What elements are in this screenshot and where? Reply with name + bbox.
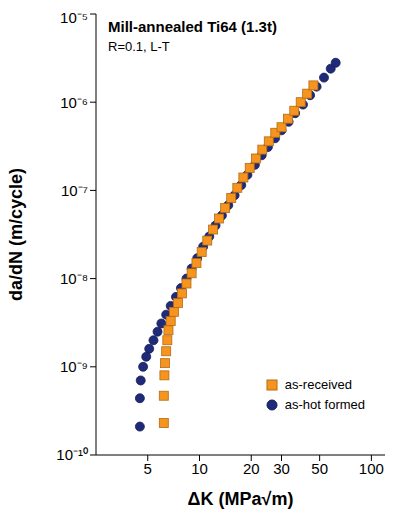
svg-text:100: 100 xyxy=(359,460,384,477)
svg-text:10: 10 xyxy=(191,460,208,477)
svg-text:ΔK (MPa√m): ΔK (MPa√m) xyxy=(188,489,294,509)
svg-text:10⁻⁵: 10⁻⁵ xyxy=(60,9,88,26)
html-text:Mill-annealed Ti64 (1.3t): Mill-annealed Ti64 (1.3t) xyxy=(108,18,277,35)
svg-text:10⁻¹⁰: 10⁻¹⁰ xyxy=(56,446,88,463)
svg-text:10⁻⁷: 10⁻⁷ xyxy=(61,182,88,199)
svg-text:5: 5 xyxy=(144,460,152,477)
svg-text:10⁻⁹: 10⁻⁹ xyxy=(60,358,88,375)
svg-text:30: 30 xyxy=(273,460,290,477)
svg-text:10⁻⁶: 10⁻⁶ xyxy=(60,94,88,111)
svg-text:20: 20 xyxy=(243,460,260,477)
html-text:as-hot formed: as-hot formed xyxy=(284,397,365,412)
svg-text:da/dN (m/cycle): da/dN (m/cycle) xyxy=(8,168,26,301)
html-text:R=0.1, L-T: R=0.1, L-T xyxy=(108,39,170,54)
svg-text:10⁻⁸: 10⁻⁸ xyxy=(60,270,88,287)
svg-text:50: 50 xyxy=(311,460,328,477)
html-text:as-received: as-received xyxy=(284,377,352,392)
